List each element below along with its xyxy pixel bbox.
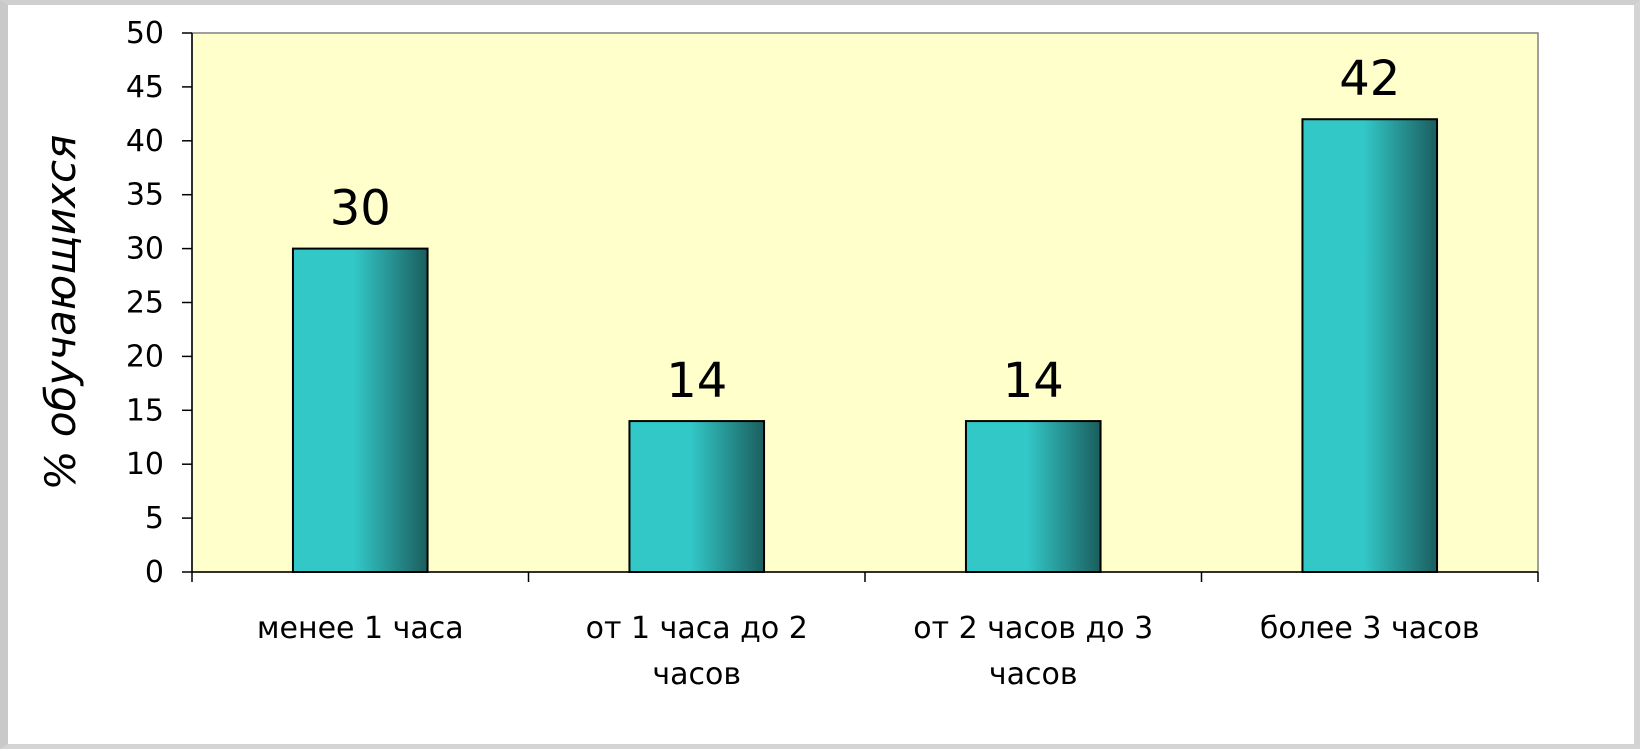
x-tick-label: от 1 часа до 2: [586, 611, 808, 646]
y-tick-label: 20: [126, 339, 164, 374]
y-tick-label: 15: [126, 393, 164, 428]
y-tick-label: 5: [145, 501, 164, 536]
y-axis-label: % обучающихся: [36, 135, 85, 491]
data-label: 14: [666, 353, 727, 409]
y-tick-label: 35: [126, 178, 164, 213]
data-label: 14: [1003, 353, 1064, 409]
x-tick-label: часов: [989, 657, 1078, 692]
y-tick-label: 0: [145, 555, 164, 590]
y-tick-label: 25: [126, 286, 164, 321]
data-label: 42: [1339, 51, 1400, 107]
bar: [1301, 118, 1439, 574]
x-tick-label: часов: [652, 657, 741, 692]
x-tick-label: от 2 часов до 3: [913, 611, 1153, 646]
y-tick-label: 45: [126, 70, 164, 105]
data-label: 30: [330, 181, 391, 237]
bar: [964, 420, 1102, 573]
bar: [291, 247, 429, 573]
x-tick-label: более 3 часов: [1260, 611, 1480, 646]
x-tick-label: менее 1 часа: [257, 611, 464, 646]
y-tick-label: 30: [126, 232, 164, 267]
bar: [628, 420, 766, 573]
y-tick-label: 10: [126, 447, 164, 482]
y-tick-label: 40: [126, 124, 164, 159]
y-tick-label: 50: [126, 16, 164, 51]
